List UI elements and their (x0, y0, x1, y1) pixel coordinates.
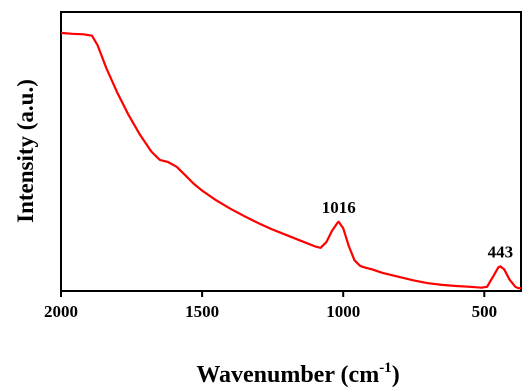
x-tick-label: 1500 (185, 302, 219, 321)
x-axis-title-close: ) (392, 362, 400, 388)
plot-frame (60, 11, 522, 292)
peak-label: 1016 (322, 198, 356, 217)
x-axis-ticks (60, 291, 486, 297)
x-tick-label: 2000 (44, 302, 78, 321)
x-axis-title-main: Wavenumber (cm (196, 362, 379, 388)
x-axis-title-superscript: -1 (379, 360, 392, 376)
x-axis-title: Wavenumber (cm-1) (196, 360, 399, 388)
x-tick-label: 500 (472, 302, 498, 321)
x-axis-tick-labels: 2000 1500 1000 500 (44, 302, 497, 321)
peak-annotations: 1016 443 (322, 198, 513, 262)
x-tick-label: 1000 (326, 302, 360, 321)
spectrum-line (60, 31, 521, 290)
peak-label: 443 (488, 242, 514, 261)
y-axis-title: Intensity (a.u.) (13, 79, 38, 223)
